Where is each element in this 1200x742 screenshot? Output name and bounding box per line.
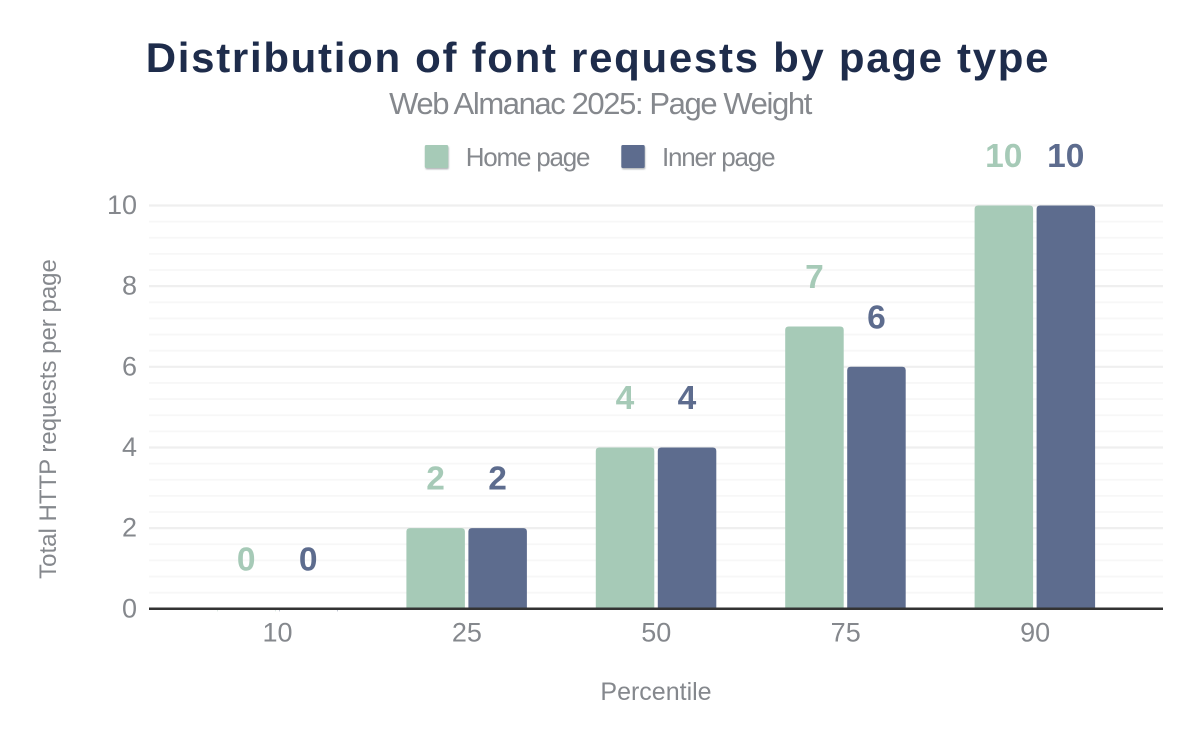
svg-text:0: 0 (299, 541, 318, 578)
svg-text:25: 25 (452, 618, 482, 648)
svg-text:8: 8 (122, 271, 137, 301)
svg-text:75: 75 (831, 618, 861, 648)
svg-text:50: 50 (641, 618, 671, 648)
svg-text:90: 90 (1020, 618, 1050, 648)
svg-text:4: 4 (122, 432, 137, 462)
svg-text:10: 10 (262, 618, 292, 648)
svg-text:Distribution of font requests: Distribution of font requests by page ty… (146, 34, 1050, 81)
svg-text:7: 7 (805, 259, 824, 296)
svg-text:10: 10 (1047, 138, 1084, 175)
svg-text:10: 10 (107, 190, 137, 220)
svg-text:0: 0 (237, 541, 256, 578)
svg-text:Inner page: Inner page (662, 142, 775, 172)
svg-text:10: 10 (985, 138, 1022, 175)
svg-text:Percentile: Percentile (600, 678, 711, 706)
svg-text:Home page: Home page (466, 142, 590, 172)
svg-text:2: 2 (122, 513, 137, 543)
svg-text:2: 2 (488, 461, 507, 498)
svg-text:2: 2 (426, 461, 445, 498)
svg-text:0: 0 (122, 593, 137, 623)
svg-text:Total HTTP requests per page: Total HTTP requests per page (35, 259, 62, 579)
svg-text:4: 4 (616, 380, 635, 417)
svg-text:6: 6 (867, 299, 886, 336)
svg-text:4: 4 (678, 380, 697, 417)
svg-text:Web Almanac 2025: Page Weight: Web Almanac 2025: Page Weight (389, 86, 813, 121)
svg-text:6: 6 (122, 351, 137, 381)
